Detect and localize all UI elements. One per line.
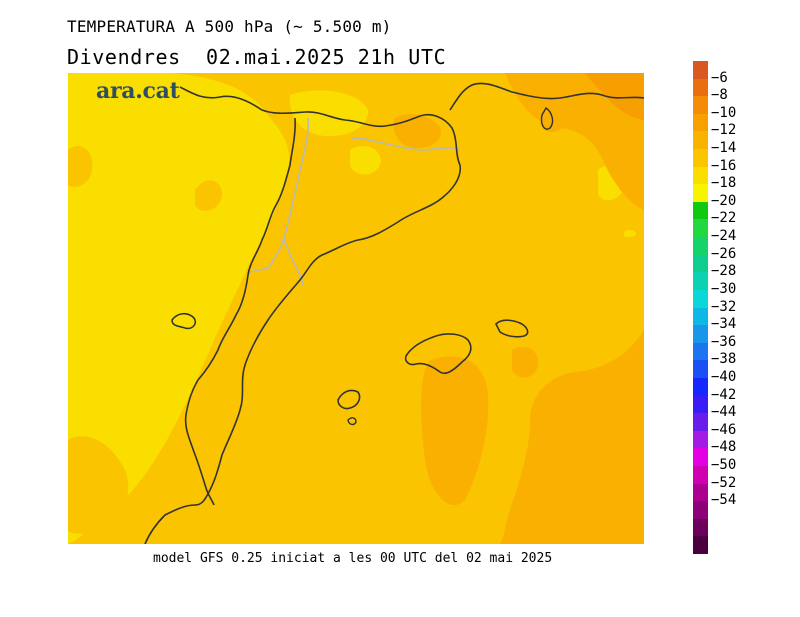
colorbar-tick-label: −54 <box>711 492 737 509</box>
colorbar-tick-label: −52 <box>711 474 737 491</box>
temp-patch-pyr <box>393 114 441 149</box>
temp-band-minus14 <box>500 330 644 544</box>
temperature-colorbar <box>693 61 708 555</box>
temperature-map <box>68 73 644 544</box>
temp-patch-se-1 <box>421 356 489 506</box>
colorbar-bin <box>693 501 708 520</box>
colorbar-bin <box>693 272 708 291</box>
colorbar-bin <box>693 113 708 132</box>
temp-patch-n-2 <box>350 145 381 175</box>
colorbar-bin <box>693 78 708 97</box>
island-menorca <box>495 319 529 338</box>
colorbar-bin <box>693 149 708 168</box>
colorbar-bin <box>693 219 708 238</box>
map-title: TEMPERATURA A 500 hPa (~ 5.500 m) <box>67 17 392 36</box>
temp-band-minus16 <box>68 73 644 544</box>
colorbar-bin <box>693 131 708 150</box>
colorbar-tick-label: −46 <box>711 421 737 438</box>
island-ibiza <box>337 389 361 410</box>
coastline <box>144 86 462 544</box>
colorbar-bin <box>693 465 708 485</box>
colorbar-bin <box>693 518 708 537</box>
coast-ne-island <box>540 107 554 130</box>
colorbar-tick-label: −50 <box>711 456 737 473</box>
model-caption: model GFS 0.25 iniciat a les 00 UTC del … <box>153 551 553 566</box>
colorbar-bin <box>693 307 708 326</box>
ara-cat-logo: ara.cat <box>96 78 180 104</box>
coastline-ne <box>449 82 644 111</box>
colorbar-bin <box>693 342 708 361</box>
temp-patch-se-2 <box>512 346 539 378</box>
colorbar-tick-label: −36 <box>711 333 737 350</box>
colorbar-tick-label: −28 <box>711 263 737 280</box>
colorbar-tick-label: −34 <box>711 316 737 333</box>
colorbar-tick-label: −16 <box>711 157 737 174</box>
colorbar-tick-label: −44 <box>711 404 737 421</box>
colorbar-tick-label: −40 <box>711 368 737 385</box>
colorbar-tick-label: −12 <box>711 122 737 139</box>
colorbar-bin <box>693 96 708 115</box>
colorbar-bin <box>693 360 708 379</box>
colorbar-bin <box>693 483 708 502</box>
colorbar-tick-label: −6 <box>711 69 728 86</box>
colorbar-tick-label: −32 <box>711 298 737 315</box>
colorbar-tick-label: −30 <box>711 280 737 297</box>
colorbar-bin <box>693 61 708 80</box>
island-formentera <box>347 417 357 426</box>
temp-patch-west-2 <box>195 180 222 211</box>
colorbar-tick-label: −24 <box>711 228 737 245</box>
colorbar-tick-label: −10 <box>711 104 737 121</box>
colorbar-tick-label: −48 <box>711 439 737 456</box>
map-subtitle: Divendres 02.mai.2025 21h UTC <box>67 45 447 69</box>
border-west <box>171 117 296 506</box>
colorbar-tick-label: −22 <box>711 210 737 227</box>
temp-band-ne <box>505 73 644 210</box>
temp-patch-west-1 <box>68 146 93 187</box>
colorbar-bin <box>693 413 708 432</box>
island-mallorca <box>404 333 472 375</box>
colorbar-bin <box>693 395 708 414</box>
political-border <box>249 117 461 286</box>
temp-patch-e-2 <box>624 229 636 238</box>
colorbar-tick-label: −14 <box>711 140 737 157</box>
colorbar-bin <box>693 448 708 467</box>
colorbar-tick-label: −8 <box>711 87 728 104</box>
colorbar-bin <box>693 254 708 273</box>
colorbar-bin <box>693 166 708 185</box>
colorbar-bin <box>693 536 708 555</box>
colorbar-bin <box>693 184 708 203</box>
colorbar-bin <box>693 289 708 308</box>
colorbar-tick-label: −42 <box>711 386 737 403</box>
colorbar-tick-label: −18 <box>711 175 737 192</box>
temp-patch-west-3 <box>68 436 129 534</box>
temp-band-ne-dark <box>585 73 644 120</box>
colorbar-tick-label: −20 <box>711 192 737 209</box>
colorbar-bin <box>693 430 708 449</box>
colorbar-tick-label: −38 <box>711 351 737 368</box>
colorbar-bin <box>693 201 708 220</box>
colorbar-tick-label: −26 <box>711 245 737 262</box>
colorbar-bin <box>693 237 708 256</box>
colorbar-bin <box>693 325 708 344</box>
temp-patch-n-1 <box>289 90 369 137</box>
colorbar-bin <box>693 377 708 397</box>
